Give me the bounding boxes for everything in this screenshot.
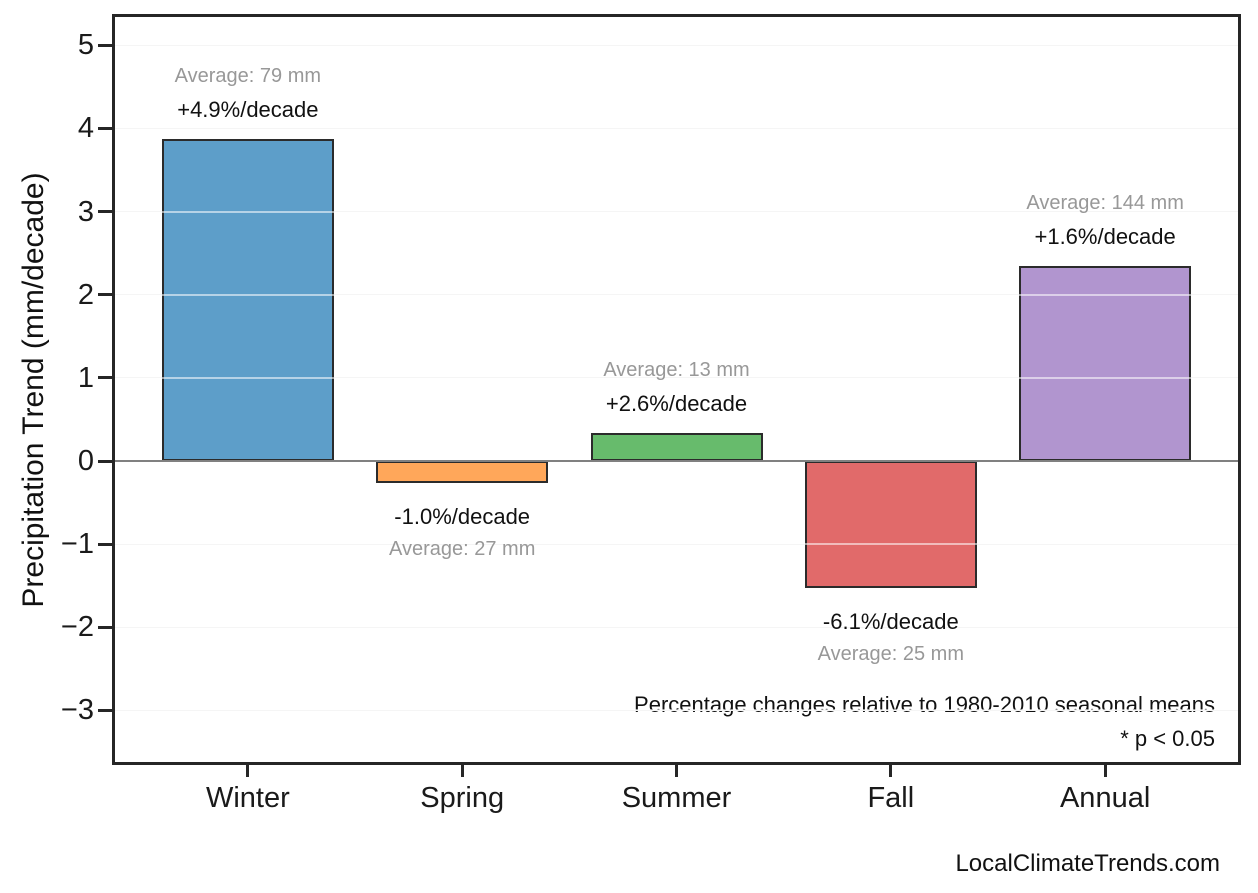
annotation-average: Average: 79 mm xyxy=(174,65,322,88)
x-axis-tick xyxy=(675,765,678,777)
y-axis-tick xyxy=(98,210,112,214)
x-axis-tick xyxy=(246,765,250,777)
watermark-text: LocalClimateTrends.com xyxy=(955,850,1220,877)
bar-annual xyxy=(1019,265,1192,461)
x-tick-label-winter: Winter xyxy=(205,782,290,814)
bar-summer xyxy=(590,432,763,461)
y-tick-label: 3 xyxy=(77,195,94,228)
y-tick-label: −3 xyxy=(60,694,94,727)
y-axis-tick xyxy=(98,542,112,546)
y-tick-label: −1 xyxy=(60,528,94,561)
grid-line-overlay xyxy=(115,709,1238,712)
y-tick-label: 1 xyxy=(77,361,94,394)
grid-line-overlay xyxy=(115,210,1238,213)
annotation-average: Average: 13 mm xyxy=(603,358,750,381)
annotation-trend: -1.0%/decade xyxy=(394,504,531,530)
annotation-average: Average: 25 mm xyxy=(817,643,964,666)
zero-line xyxy=(115,460,1238,462)
y-tick-label: 5 xyxy=(77,29,94,62)
grid-line-overlay xyxy=(115,626,1238,629)
y-axis-tick xyxy=(98,43,112,47)
annotation-trend: +2.6%/decade xyxy=(605,390,748,416)
bar-winter xyxy=(161,139,334,461)
y-tick-label: 2 xyxy=(77,278,94,311)
significance-note: * p < 0.05 xyxy=(1120,726,1215,751)
y-tick-label: 0 xyxy=(77,445,94,477)
chart-note: Percentage changes relative to 1980-2010… xyxy=(634,692,1215,717)
grid-line-overlay xyxy=(115,293,1238,296)
annotation-trend: +4.9%/decade xyxy=(177,97,319,123)
y-axis-tick xyxy=(98,459,112,463)
annotation-average: Average: 144 mm xyxy=(1026,191,1184,214)
x-axis-tick xyxy=(460,765,464,777)
bar-spring xyxy=(376,461,549,484)
annotation-trend: +1.6%/decade xyxy=(1034,223,1176,249)
x-axis-tick xyxy=(1103,765,1107,777)
x-tick-label-summer: Summer xyxy=(621,782,732,814)
annotation-trend: -6.1%/decade xyxy=(822,609,959,635)
y-axis-tick xyxy=(98,293,112,297)
x-axis-tick xyxy=(889,765,893,777)
grid-line-overlay xyxy=(115,376,1238,379)
x-tick-label-fall: Fall xyxy=(867,782,915,814)
grid-line-overlay xyxy=(115,127,1238,130)
annotation-average: Average: 27 mm xyxy=(388,538,536,561)
x-tick-label-annual: Annual xyxy=(1059,782,1151,814)
y-axis-tick xyxy=(98,708,112,712)
chart-note-block: Percentage changes relative to 1980-2010… xyxy=(634,688,1215,756)
y-tick-label: 4 xyxy=(77,112,94,145)
bar-fall xyxy=(804,461,977,589)
grid-line-overlay xyxy=(115,44,1238,47)
y-axis-tick xyxy=(98,376,112,380)
grid-line-overlay xyxy=(115,543,1238,546)
x-tick-label-spring: Spring xyxy=(420,782,505,814)
y-axis-tick xyxy=(98,126,112,130)
y-tick-label: −2 xyxy=(60,611,94,644)
y-axis-tick xyxy=(98,625,112,629)
